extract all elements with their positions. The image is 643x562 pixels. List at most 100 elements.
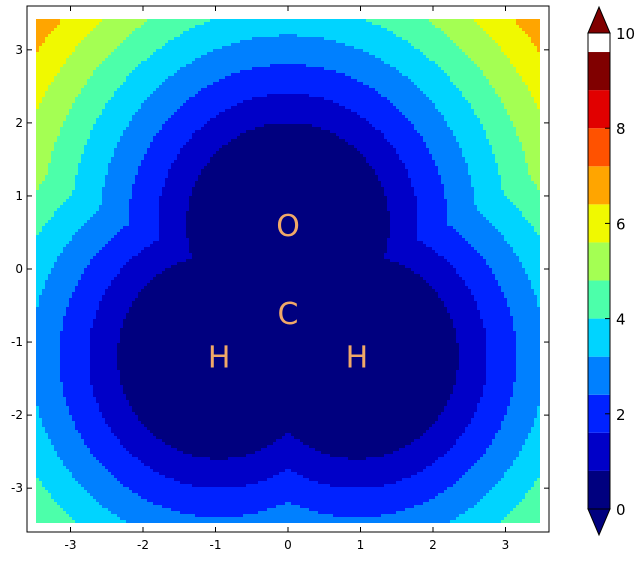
contour-cell: [237, 46, 241, 50]
contour-cell: [354, 40, 358, 44]
contour-cell: [39, 34, 43, 38]
contour-cell: [474, 58, 478, 62]
contour-cell: [54, 46, 58, 50]
contour-cell: [369, 19, 373, 23]
contour-cell: [249, 40, 253, 44]
contour-cell: [531, 52, 535, 56]
contour-cell: [417, 70, 421, 74]
contour-cell: [228, 49, 232, 53]
contour-cell: [333, 19, 337, 23]
contour-cell: [414, 82, 418, 86]
contour-cell: [198, 64, 202, 68]
contour-cell: [279, 31, 283, 35]
contour-cell: [222, 31, 226, 35]
contour-cell: [144, 28, 148, 32]
contour-cell: [201, 25, 205, 29]
contour-cell: [501, 37, 505, 41]
contour-cell: [444, 52, 448, 56]
contour-cell: [51, 43, 55, 47]
contour-cell: [171, 73, 175, 77]
contour-cell: [438, 22, 442, 26]
contour-cell: [48, 40, 52, 44]
contour-cell: [510, 52, 514, 56]
contour-cell: [372, 55, 376, 59]
contour-cell: [486, 37, 490, 41]
contour-cell: [222, 76, 226, 80]
contour-cell: [255, 22, 259, 26]
contour-cell: [396, 22, 400, 26]
contour-cell: [231, 70, 235, 74]
contour-cell: [381, 61, 385, 65]
contour-cell: [285, 25, 289, 29]
contour-cell: [105, 46, 109, 50]
contour-cell: [57, 82, 61, 86]
contour-cell: [327, 79, 331, 83]
contour-cell: [216, 34, 220, 38]
contour-cell: [366, 43, 370, 47]
contour-cell: [273, 37, 277, 41]
contour-cell: [462, 40, 466, 44]
contour-cell: [459, 22, 463, 26]
contour-cell: [222, 55, 226, 59]
contour-cell: [177, 40, 181, 44]
contour-cell: [462, 76, 466, 80]
contour-cell: [333, 67, 337, 71]
contour-cell: [498, 37, 502, 41]
contour-cell: [429, 43, 433, 47]
contour-cell: [435, 46, 439, 50]
contour-cell: [405, 28, 409, 32]
contour-cell: [129, 82, 133, 86]
contour-cell: [357, 22, 361, 26]
contour-cell: [126, 70, 130, 74]
contour-cell: [534, 55, 538, 59]
contour-cell: [123, 58, 127, 62]
contour-cell: [150, 46, 154, 50]
contour-cell: [60, 52, 64, 56]
contour-cell: [336, 31, 340, 35]
contour-cell: [75, 58, 79, 62]
contour-cell: [201, 52, 205, 56]
contour-cell: [51, 31, 55, 35]
contour-cell: [201, 61, 205, 65]
contour-cell: [492, 43, 496, 47]
contour-cell: [393, 49, 397, 53]
contour-cell: [348, 22, 352, 26]
contour-cell: [348, 40, 352, 44]
contour-cell: [201, 82, 205, 86]
contour-cell: [102, 52, 106, 56]
contour-cell: [366, 22, 370, 26]
contour-cell: [129, 70, 133, 74]
contour-cell: [129, 43, 133, 47]
contour-cell: [432, 73, 436, 77]
contour-cell: [198, 73, 202, 77]
contour-cell: [378, 58, 382, 62]
contour-cell: [276, 70, 280, 74]
contour-cell: [432, 31, 436, 35]
contour-cell: [423, 70, 427, 74]
contour-cell: [204, 61, 208, 65]
contour-cell: [150, 55, 154, 59]
contour-cell: [417, 79, 421, 83]
contour-cell: [72, 70, 76, 74]
contour-cell: [495, 55, 499, 59]
contour-cell: [162, 46, 166, 50]
contour-cell: [366, 70, 370, 74]
contour-cell: [522, 28, 526, 32]
contour-cell: [387, 49, 391, 53]
contour-cell: [450, 82, 454, 86]
contour-cell: [369, 58, 373, 62]
contour-cell: [390, 67, 394, 71]
contour-cell: [507, 25, 511, 29]
contour-cell: [315, 55, 319, 59]
contour-cell: [390, 73, 394, 77]
contour-cell: [297, 79, 301, 83]
contour-cell: [225, 31, 229, 35]
contour-cell: [111, 82, 115, 86]
contour-cell: [351, 73, 355, 77]
contour-cell: [93, 61, 97, 65]
contour-cell: [288, 49, 292, 53]
contour-cell: [423, 76, 427, 80]
contour-cell: [309, 58, 313, 62]
contour-cell: [168, 49, 172, 53]
contour-cell: [105, 19, 109, 23]
